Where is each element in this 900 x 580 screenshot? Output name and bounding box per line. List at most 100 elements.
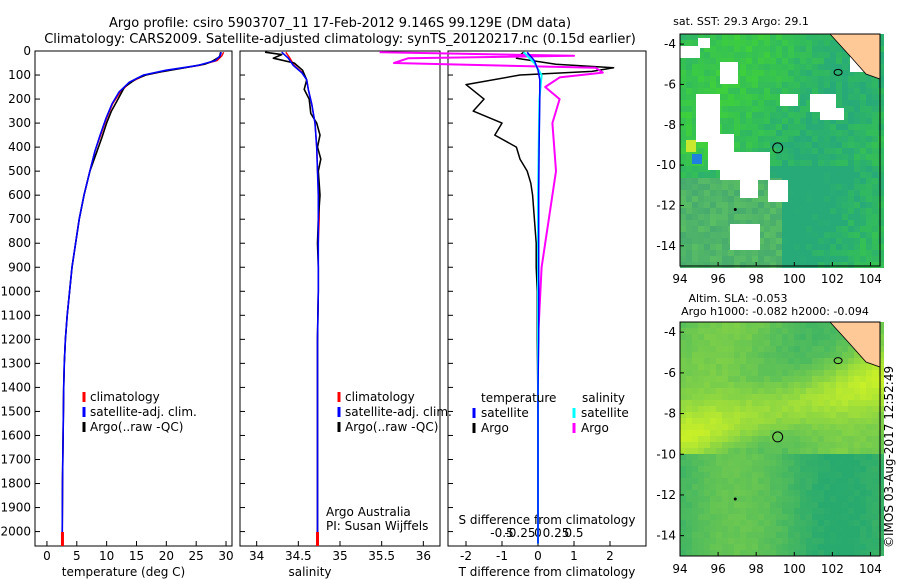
sst-map-cell: [692, 130, 698, 136]
salinity-axis-tick-label: 34: [249, 549, 264, 563]
sla-map-cell: [824, 436, 830, 442]
sla-map-cell: [740, 484, 746, 490]
sla-map-y-tick-label: -12: [656, 488, 676, 502]
sst-map-cell: [722, 244, 728, 250]
sst-map-cell: [698, 70, 704, 76]
sla-map-cell: [758, 334, 764, 340]
sla-map-cell: [800, 388, 806, 394]
sst-map-cell: [716, 208, 722, 214]
sst-map-x-tick-label: 96: [710, 272, 725, 286]
sla-map-cell: [854, 436, 860, 442]
sst-map-cell: [680, 82, 686, 88]
sst-map-cell: [710, 172, 716, 178]
sst-map-cell: [866, 232, 872, 238]
sst-map-cell: [818, 226, 824, 232]
sst-map-cell: [860, 160, 866, 166]
sla-map-cell: [740, 370, 746, 376]
sst-map-cell: [824, 184, 830, 190]
sst-map-cell: [878, 214, 884, 220]
sla-map-cell: [746, 538, 752, 544]
sst-map-cell: [782, 226, 788, 232]
sst-map-cell: [758, 226, 764, 232]
sla-map-cell: [764, 490, 770, 496]
sla-map-cell: [722, 520, 728, 526]
sla-map-cell: [710, 436, 716, 442]
sla-map-cell: [686, 526, 692, 532]
sla-map-cell: [716, 406, 722, 412]
sla-map-cell: [824, 334, 830, 340]
sla-map-cell: [740, 496, 746, 502]
sla-map-cell: [818, 454, 824, 460]
sst-map-cell: [764, 220, 770, 226]
sst-map-cell: [776, 160, 782, 166]
sla-map-cell: [848, 460, 854, 466]
sst-map-cell: [788, 190, 794, 196]
depth-tick-label: 200: [8, 92, 31, 106]
sst-map-cell: [800, 64, 806, 70]
sla-map-cell: [872, 424, 878, 430]
sla-map-cell: [704, 484, 710, 490]
sla-map-cell: [764, 358, 770, 364]
sla-map-cell: [854, 478, 860, 484]
sst-map-cell: [758, 232, 764, 238]
sla-map-cell: [752, 418, 758, 424]
salinity-panel: 34 34.5 35 35.5 36salinityclimatologysatelli…: [239, 50, 452, 579]
sla-map-cell: [710, 400, 716, 406]
sla-map-cell: [860, 412, 866, 418]
sla-map-cell: [866, 472, 872, 478]
sla-map-cell: [686, 454, 692, 460]
sla-map-cell: [740, 412, 746, 418]
sla-map-cell: [716, 430, 722, 436]
sla-map-cell: [680, 442, 686, 448]
sla-map-cell: [776, 472, 782, 478]
sst-map-cell: [770, 112, 776, 118]
sst-map-y-tick-label: -10: [656, 158, 676, 172]
sla-map-cell: [794, 364, 800, 370]
sla-map-cell: [800, 454, 806, 460]
sst-map-cell: [812, 184, 818, 190]
sla-map-cell: [728, 436, 734, 442]
sla-map-cell: [794, 478, 800, 484]
sst-map-cell: [866, 250, 872, 256]
sst-map-cell: [764, 130, 770, 136]
sla-map-cell: [740, 346, 746, 352]
sla-map-cell: [734, 328, 740, 334]
sla-map-cell: [680, 466, 686, 472]
salinity-satellite-line: [281, 51, 320, 544]
sst-map-cell: [788, 76, 794, 82]
sla-map-cell: [764, 340, 770, 346]
sla-map-cell: [758, 508, 764, 514]
salinity-legend-label: satellite-adj. clim.: [345, 405, 452, 419]
sst-map-cell: [722, 106, 728, 112]
sla-map-cell: [740, 436, 746, 442]
sla-map-cell: [872, 538, 878, 544]
sst-map-cell: [860, 142, 866, 148]
sst-map-cell: [782, 208, 788, 214]
sla-map-cell: [680, 322, 686, 328]
sst-map-cell: [686, 124, 692, 130]
sst-map-cell: [806, 214, 812, 220]
sst-map-cell: [764, 196, 770, 202]
sla-map-cell: [776, 340, 782, 346]
sst-map-cell: [758, 238, 764, 244]
depth-tick-label: 1500: [0, 404, 31, 418]
sst-map-cell: [698, 202, 704, 208]
sst-map-cell: [752, 82, 758, 88]
sst-map-cell: [752, 76, 758, 82]
sst-map-cell: [698, 34, 704, 40]
sla-map-cell: [878, 436, 884, 442]
sla-map-cell: [806, 442, 812, 448]
sla-map-cell: [806, 382, 812, 388]
sst-map-cell: [854, 190, 860, 196]
sla-map-cell: [770, 340, 776, 346]
sst-map-cell: [818, 58, 824, 64]
sst-map-cell: [686, 214, 692, 220]
sla-map-cell: [716, 544, 722, 550]
sla-map-cell: [710, 526, 716, 532]
sla-map-cell: [752, 340, 758, 346]
sst-map-cell: [860, 190, 866, 196]
sst-map-cell: [746, 118, 752, 124]
sla-map-cell: [794, 550, 800, 556]
sla-map-cell: [818, 544, 824, 550]
sla-map-cell: [704, 334, 710, 340]
